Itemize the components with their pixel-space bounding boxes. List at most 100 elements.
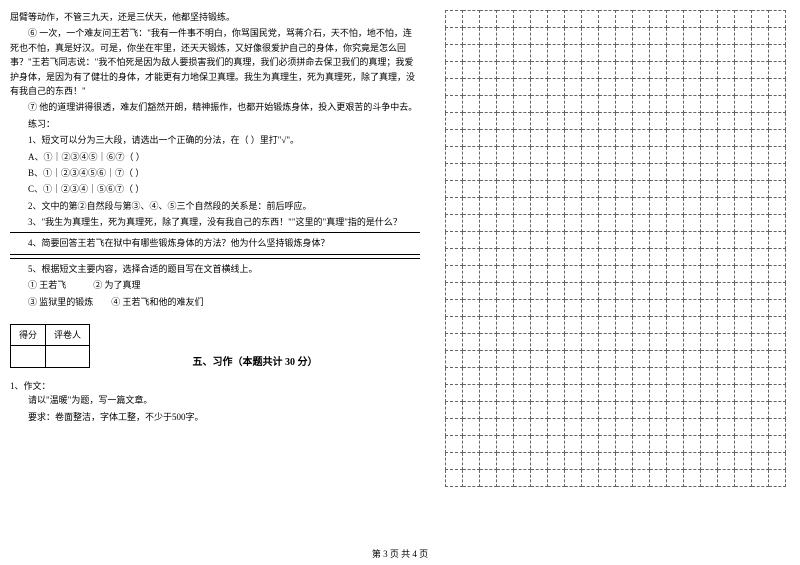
grid-cell: [666, 385, 683, 402]
grid-cell: [751, 198, 768, 215]
grid-cell: [632, 198, 649, 215]
grid-cell: [683, 385, 700, 402]
grid-cell: [598, 470, 615, 487]
grid-cell: [683, 96, 700, 113]
essay-prompt: 请以"温暖"为题，写一篇文章。: [10, 393, 420, 407]
grid-cell: [632, 215, 649, 232]
grid-cell: [649, 96, 666, 113]
grid-cell: [513, 385, 530, 402]
grid-cell: [598, 249, 615, 266]
grid-cell: [547, 96, 564, 113]
grid-cell: [751, 147, 768, 164]
grid-cell: [700, 147, 717, 164]
grid-cell: [632, 45, 649, 62]
grid-cell: [717, 283, 734, 300]
grid-cell: [734, 79, 751, 96]
grid-cell: [479, 62, 496, 79]
grid-cell: [717, 453, 734, 470]
question-5-row1: ① 王若飞 ② 为了真理: [10, 278, 420, 292]
grid-cell: [496, 215, 513, 232]
grid-cell: [751, 130, 768, 147]
grid-cell: [615, 249, 632, 266]
grid-cell: [768, 453, 785, 470]
grid-cell: [598, 79, 615, 96]
grid-cell: [615, 79, 632, 96]
grid-cell: [615, 402, 632, 419]
grid-cell: [649, 470, 666, 487]
grid-cell: [479, 317, 496, 334]
grid-cell: [513, 232, 530, 249]
grid-cell: [581, 62, 598, 79]
grid-cell: [547, 147, 564, 164]
grid-cell: [751, 453, 768, 470]
grid-cell: [462, 436, 479, 453]
grid-cell: [734, 130, 751, 147]
grid-cell: [513, 334, 530, 351]
grid-cell: [445, 130, 462, 147]
grid-cell: [734, 266, 751, 283]
grid-cell: [768, 181, 785, 198]
grid-cell: [768, 266, 785, 283]
grid-cell: [564, 385, 581, 402]
grid-cell: [700, 351, 717, 368]
para-2: ⑥ 一次，一个难友问王若飞："我有一件事不明白，你骂国民党，骂蒋介石，天不怕，地…: [10, 26, 420, 98]
question-1: 1、短文可以分为三大段，请选出一个正确的分法，在（ ）里打"√"。: [10, 133, 420, 147]
grid-cell: [547, 334, 564, 351]
grid-cell: [598, 62, 615, 79]
grid-cell: [598, 453, 615, 470]
grid-cell: [649, 334, 666, 351]
grid-cell: [683, 45, 700, 62]
grid-cell: [513, 45, 530, 62]
grid-cell: [632, 317, 649, 334]
grid-cell: [530, 164, 547, 181]
grid-cell: [751, 249, 768, 266]
grid-cell: [479, 28, 496, 45]
grid-cell: [683, 334, 700, 351]
grid-cell: [734, 147, 751, 164]
grid-cell: [734, 402, 751, 419]
grid-cell: [581, 334, 598, 351]
grid-cell: [717, 79, 734, 96]
grid-cell: [666, 351, 683, 368]
grid-cell: [666, 181, 683, 198]
grid-cell: [564, 45, 581, 62]
grid-cell: [700, 300, 717, 317]
grid-cell: [479, 215, 496, 232]
grid-cell: [581, 28, 598, 45]
grid-cell: [649, 147, 666, 164]
grid-cell: [683, 368, 700, 385]
grid-cell: [649, 198, 666, 215]
grid-cell: [666, 11, 683, 28]
grid-cell: [479, 368, 496, 385]
grid-cell: [615, 368, 632, 385]
grid-cell: [683, 215, 700, 232]
grid-cell: [700, 232, 717, 249]
grid-cell: [615, 232, 632, 249]
section-title: 五、习作（本题共计 30 分）: [90, 355, 420, 371]
grid-cell: [581, 232, 598, 249]
grid-cell: [581, 181, 598, 198]
grid-cell: [632, 79, 649, 96]
grid-cell: [632, 130, 649, 147]
grid-cell: [751, 317, 768, 334]
grid-cell: [496, 436, 513, 453]
grid-cell: [530, 334, 547, 351]
grid-cell: [564, 368, 581, 385]
grid-cell: [734, 96, 751, 113]
grid-cell: [700, 249, 717, 266]
grid-cell: [768, 249, 785, 266]
grid-cell: [598, 402, 615, 419]
answer-line-1: [10, 232, 420, 233]
grid-cell: [768, 385, 785, 402]
grid-cell: [530, 249, 547, 266]
grid-cell: [530, 11, 547, 28]
grid-cell: [513, 317, 530, 334]
essay-number: 1、作文：: [10, 379, 420, 393]
answer-line-3: [10, 258, 420, 259]
grid-cell: [683, 283, 700, 300]
grid-cell: [666, 402, 683, 419]
grid-cell: [717, 96, 734, 113]
grid-cell: [615, 300, 632, 317]
grid-cell: [751, 164, 768, 181]
grid-cell: [683, 28, 700, 45]
